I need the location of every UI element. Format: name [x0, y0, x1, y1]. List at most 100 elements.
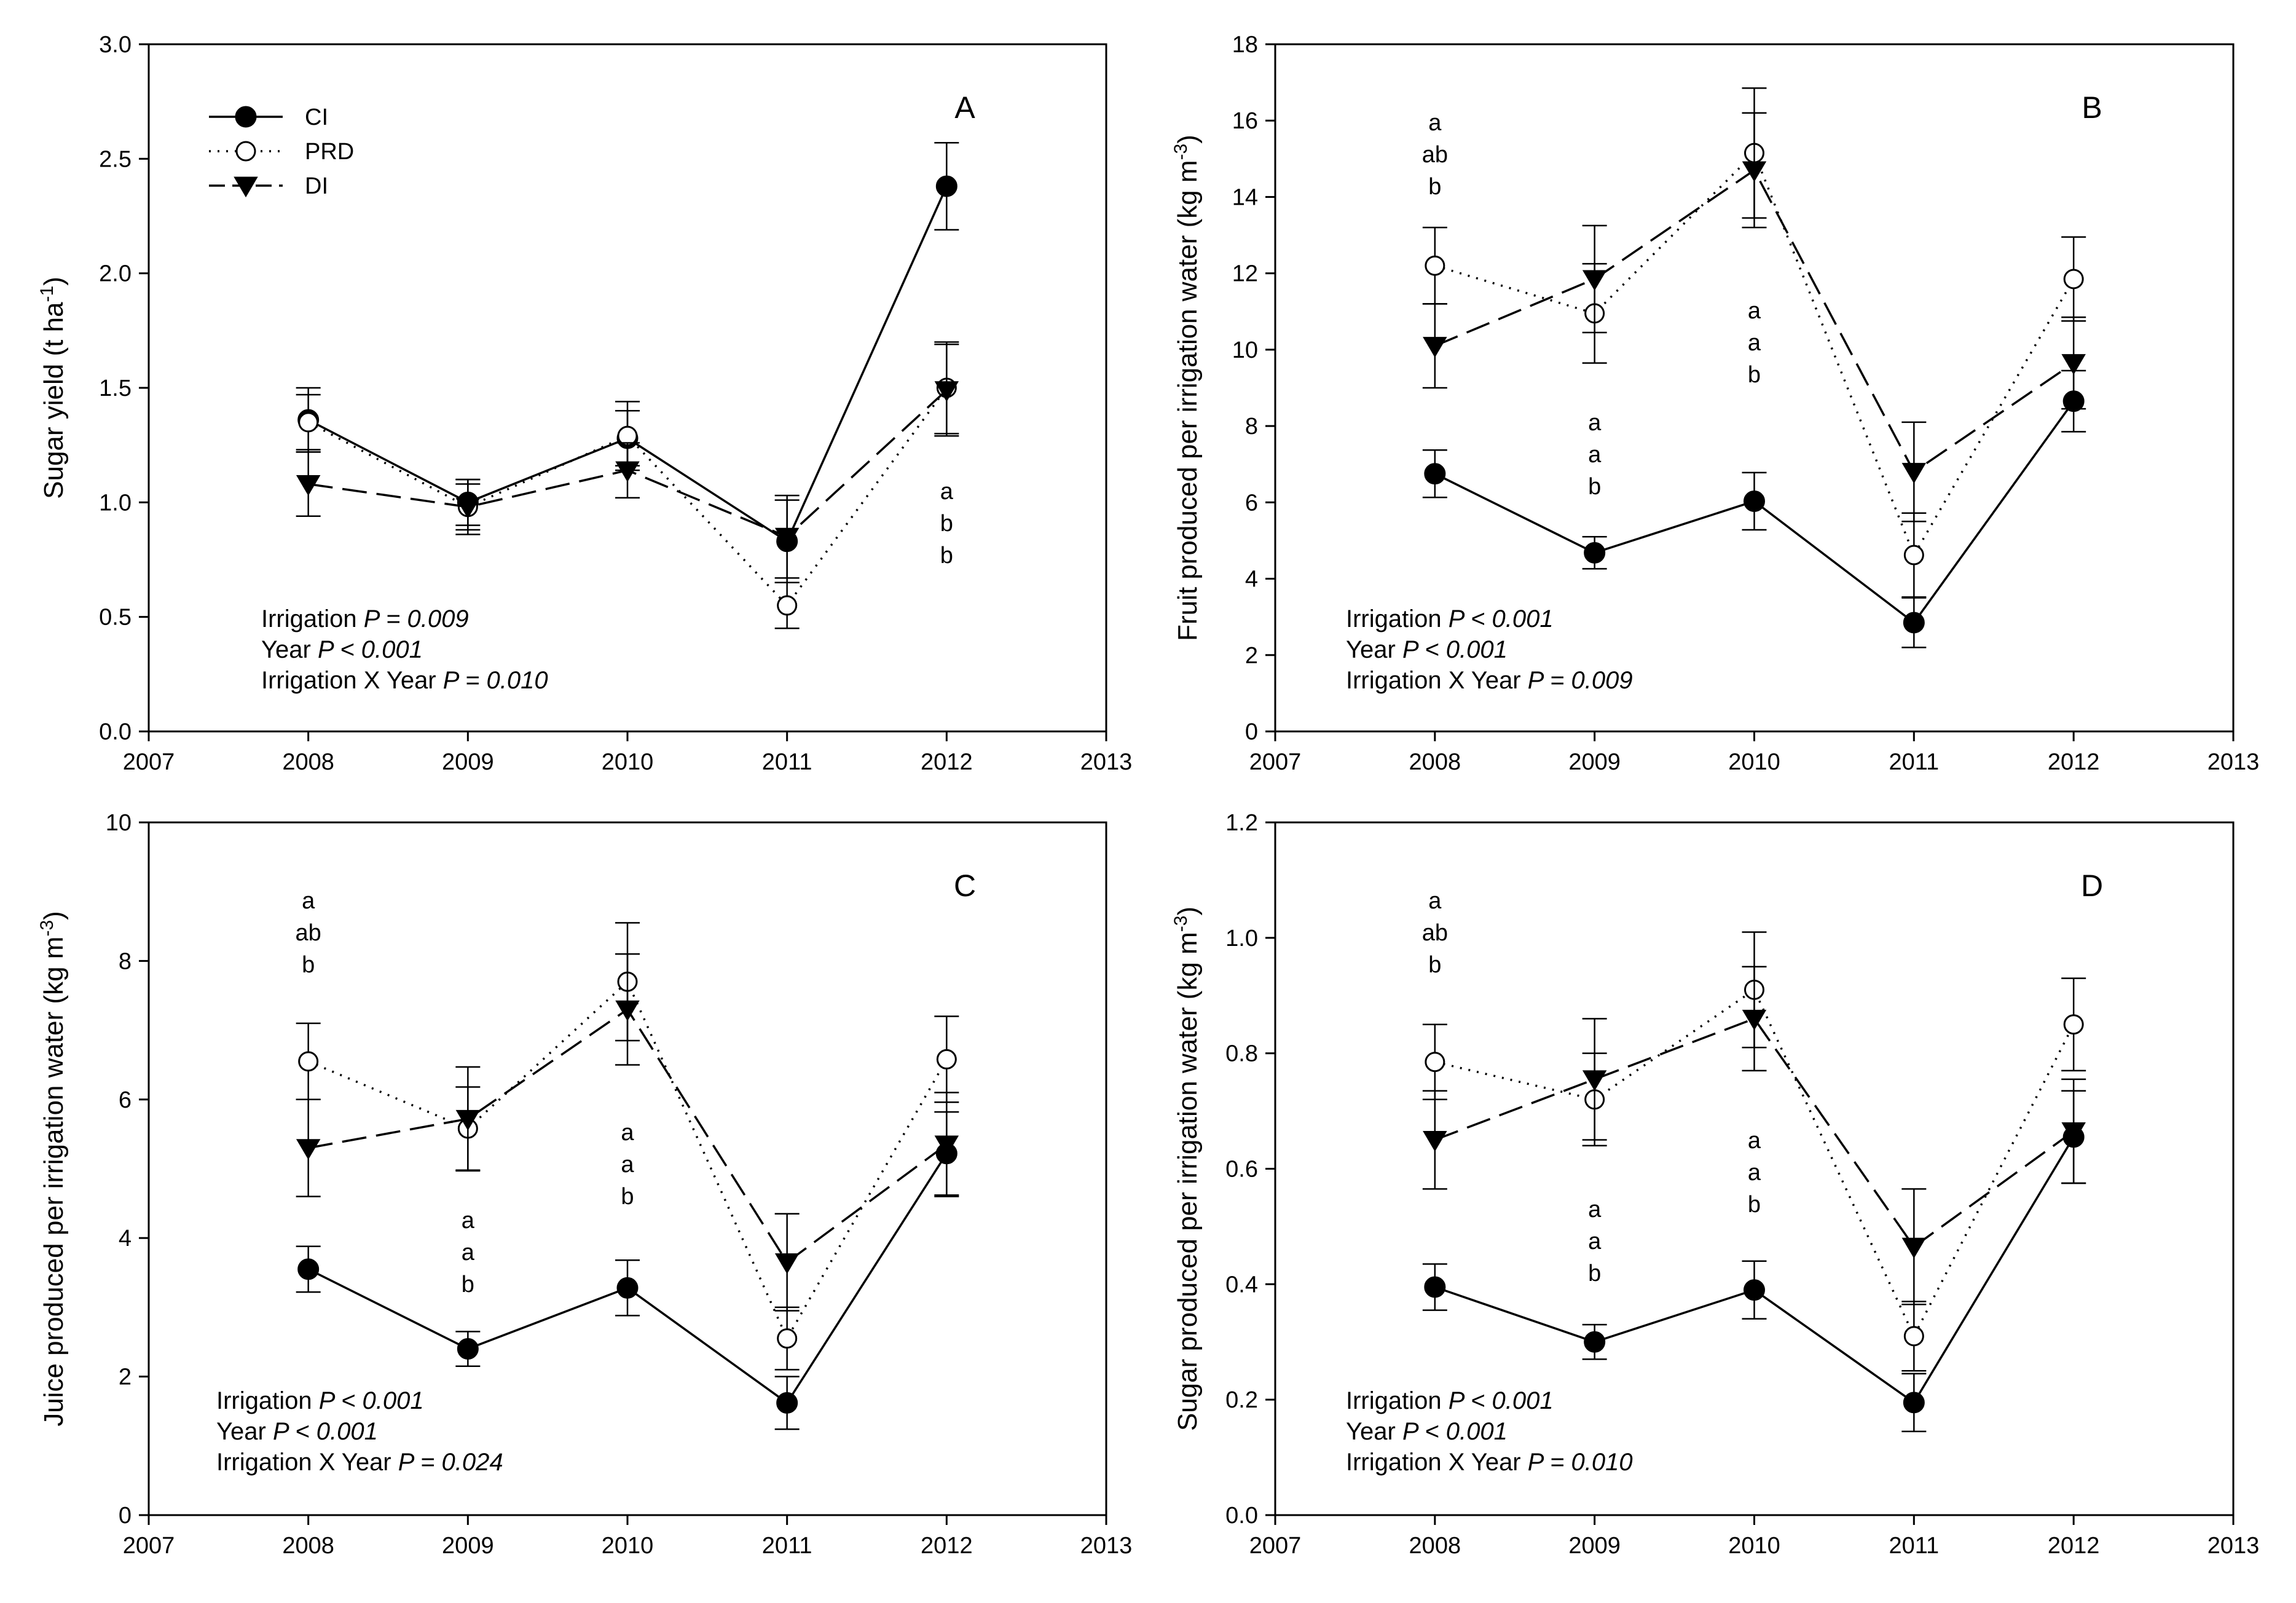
- stats-line: Irrigation P < 0.001: [1346, 605, 1554, 632]
- stats-p-value: P < 0.001: [1402, 1418, 1508, 1445]
- significance-letter: ab: [1422, 142, 1448, 168]
- y-tick-label: 8: [119, 948, 132, 974]
- significance-letter: a: [940, 479, 954, 505]
- series-ci: [296, 1111, 959, 1430]
- significance-letter: b: [1588, 1261, 1601, 1286]
- legend-label: CI: [305, 104, 328, 130]
- stats-line: Year P < 0.001: [1346, 636, 1508, 663]
- x-tick-label: 2013: [1080, 1533, 1133, 1559]
- y-tick-label: 1.0: [1225, 926, 1258, 951]
- significance-letter: a: [1588, 442, 1602, 468]
- x-tick-label: 2008: [1409, 1533, 1461, 1559]
- y-tick-label: 0.6: [1225, 1157, 1258, 1183]
- significance-letter: a: [621, 1152, 634, 1178]
- y-tick-label: 0.2: [1225, 1387, 1258, 1413]
- y-axis-label-end: ): [1173, 135, 1203, 144]
- legend: CI PRD DI: [209, 104, 354, 199]
- x-tick-label: 2010: [1728, 1533, 1780, 1559]
- data-point: [1582, 270, 1607, 291]
- significance-letter: b: [940, 543, 953, 569]
- y-tick-label: 16: [1232, 108, 1258, 134]
- significance-letter: a: [1588, 1197, 1602, 1223]
- data-point: [777, 1328, 798, 1349]
- y-tick-label: 4: [119, 1226, 132, 1251]
- panel-letter: C: [954, 868, 976, 903]
- significance-letter: b: [1428, 174, 1441, 200]
- significance-letter: a: [462, 1240, 475, 1266]
- panel-letter: A: [954, 90, 975, 125]
- data-point: [455, 1109, 481, 1131]
- stats-label: Irrigation X Year: [1346, 1449, 1528, 1476]
- x-tick-label: 2011: [1889, 749, 1939, 775]
- y-tick-label: 8: [1245, 414, 1258, 439]
- data-point: [935, 175, 957, 197]
- x-tick-label: 2007: [123, 749, 175, 775]
- x-tick-label: 2008: [1409, 749, 1461, 775]
- x-tick-label: 2010: [602, 1533, 654, 1559]
- stats-label: Irrigation: [261, 605, 364, 632]
- panel-b: 2007 2008 2009 2010 2011 2012 2013 0 2 4 6 8 10 12 14 1…: [1171, 32, 2259, 775]
- stats-p-value: P = 0.010: [443, 667, 548, 694]
- data-point: [2061, 354, 2086, 375]
- data-point: [1903, 545, 1924, 565]
- y-axis-label-superscript: -3: [37, 920, 57, 937]
- x-tick-label: 2012: [2048, 749, 2100, 775]
- significance-letter: a: [621, 1120, 634, 1146]
- stats-line: Year P < 0.001: [1346, 1418, 1508, 1445]
- x-tick-label: 2009: [442, 1533, 494, 1559]
- y-tick-label: 2.0: [99, 261, 132, 287]
- y-tick-label: 18: [1232, 32, 1258, 58]
- x-tick-label: 2012: [2048, 1533, 2100, 1559]
- significance-letter: a: [1428, 110, 1442, 136]
- data-point: [1584, 542, 1606, 564]
- data-point: [1903, 612, 1925, 634]
- y-tick-label: 1.2: [1225, 810, 1258, 836]
- significance-letter: b: [1428, 952, 1441, 978]
- legend-marker-ci: [235, 106, 257, 128]
- series-di: [296, 343, 959, 579]
- y-axis-label: Juice produced per irrigation water (kg …: [37, 911, 69, 1427]
- y-tick-label: 4: [1245, 567, 1258, 593]
- y-tick-label: 2.5: [99, 146, 132, 172]
- stats-label: Year: [261, 636, 318, 663]
- significance-letter: a: [1748, 298, 1761, 324]
- data-point: [1903, 1392, 1925, 1414]
- data-point: [1425, 255, 1445, 276]
- x-tick-label: 2008: [282, 1533, 334, 1559]
- data-point: [297, 1258, 320, 1280]
- x-tick-label: 2007: [123, 1533, 175, 1559]
- data-point: [776, 1392, 798, 1414]
- stats-line: Irrigation X Year P = 0.010: [261, 667, 548, 694]
- y-axis-label: Sugar yield (t ha-1): [37, 277, 69, 499]
- x-tick-label: 2007: [1249, 1533, 1302, 1559]
- y-tick-label: 1.0: [99, 490, 132, 516]
- data-point: [296, 1139, 321, 1160]
- stats-label: Irrigation: [216, 1387, 319, 1414]
- data-point: [1584, 1331, 1606, 1353]
- x-tick-label: 2009: [1568, 1533, 1621, 1559]
- significance-letter: a: [1428, 888, 1442, 914]
- panel-c: 2007 2008 2009 2010 2011 2012 2013 0 2 4 6 8 10 Juice…: [37, 810, 1132, 1559]
- stats-line: Year P < 0.001: [261, 636, 423, 663]
- y-tick-label: 3.0: [99, 32, 132, 58]
- significance-letter: ab: [1422, 920, 1448, 946]
- data-point: [615, 461, 640, 482]
- data-point: [1582, 1070, 1607, 1092]
- data-point: [298, 1051, 319, 1072]
- series-line: [1434, 1017, 2075, 1248]
- data-point: [1903, 1326, 1924, 1347]
- data-point: [777, 595, 798, 616]
- data-point: [934, 381, 959, 402]
- y-axis-label-superscript: -3: [1171, 916, 1191, 932]
- data-point: [1423, 337, 1447, 358]
- data-point: [1744, 1279, 1765, 1301]
- data-point: [2063, 269, 2084, 289]
- data-point: [774, 1253, 800, 1274]
- stats-line: Irrigation P < 0.001: [216, 1387, 424, 1414]
- stats-line: Irrigation X Year P = 0.024: [216, 1449, 503, 1476]
- data-point: [1742, 1009, 1767, 1031]
- data-point: [1744, 490, 1765, 512]
- data-point: [774, 527, 800, 549]
- significance-letter: b: [1588, 474, 1601, 500]
